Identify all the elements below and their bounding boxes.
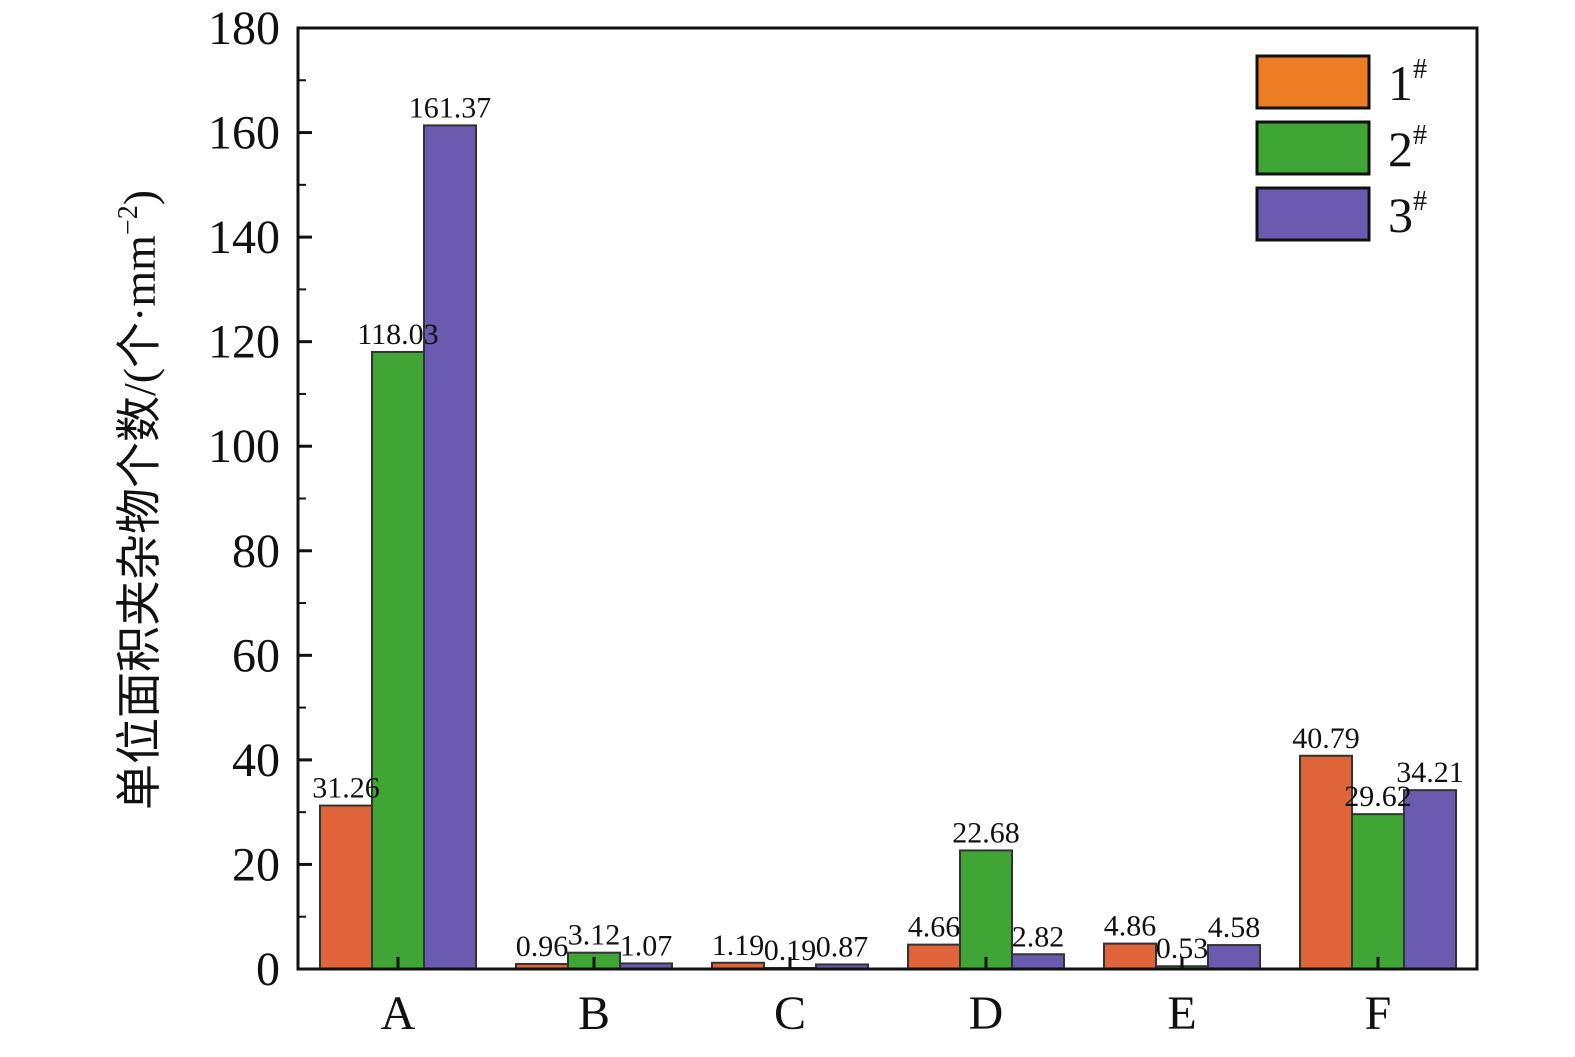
legend-label: 1# [1388, 54, 1427, 111]
bar-A-3 [423, 124, 477, 971]
data-label: 34.21 [1396, 756, 1464, 789]
y-tick-label: 100 [208, 420, 280, 473]
bar-D-2 [959, 849, 1013, 971]
bar-D-1 [907, 943, 961, 970]
y-tick-label: 180 [208, 2, 280, 55]
legend-label-name: 3 [1388, 187, 1413, 243]
bar-A-1 [319, 804, 373, 970]
legend-label: 2# [1388, 120, 1427, 177]
data-label: 40.79 [1292, 722, 1360, 755]
data-label: 2.82 [1012, 920, 1065, 953]
x-tick-label: B [578, 987, 610, 1040]
data-label: 161.37 [409, 91, 492, 124]
y-tick-label: 140 [208, 211, 280, 264]
bars-layer [319, 124, 1457, 971]
bar-F-2 [1351, 813, 1405, 970]
y-tick-label: 80 [232, 525, 280, 578]
y-axis-label-main: 单位面积夹杂物个数/(个·mm [114, 235, 165, 810]
x-tick-label: A [381, 987, 416, 1040]
data-label: 4.58 [1208, 911, 1261, 944]
legend-label-sup: # [1413, 120, 1427, 151]
x-tick-label: C [774, 987, 806, 1040]
bar-D-3 [1011, 953, 1065, 971]
y-tick-label: 120 [208, 316, 280, 369]
y-axis-label: 单位面积夹杂物个数/(个·mm−2) [113, 190, 165, 810]
data-label: 1.07 [620, 929, 673, 962]
bar-E-3 [1207, 944, 1261, 970]
data-label: 22.68 [952, 816, 1020, 849]
x-tick-label: E [1167, 987, 1196, 1040]
legend-label-sup: # [1413, 54, 1427, 85]
bar-A-2 [371, 350, 425, 970]
y-tick-label: 160 [208, 107, 280, 160]
y-tick-label: 60 [232, 629, 280, 682]
data-label: 4.66 [908, 911, 961, 944]
data-label: 0.87 [816, 930, 869, 963]
data-label: 31.26 [312, 772, 380, 805]
bar-E-1 [1103, 942, 1157, 971]
y-tick-label: 0 [256, 943, 280, 996]
x-tick-label: D [969, 987, 1004, 1040]
legend-swatch-2 [1255, 120, 1371, 176]
y-axis: 0 20 40 60 80 100 120 140 160 180 [208, 2, 312, 996]
legend-label-sup: # [1413, 186, 1427, 217]
legend-swatch-3 [1255, 186, 1371, 242]
data-label: 3.12 [568, 919, 621, 952]
data-label: 29.62 [1344, 780, 1412, 813]
data-label: 4.86 [1104, 910, 1157, 943]
data-label: 0.96 [516, 930, 569, 963]
y-tick-label: 40 [232, 734, 280, 787]
legend-swatch-1 [1255, 54, 1371, 110]
x-axis: A B C D E F [381, 957, 1392, 1040]
data-label: 1.19 [712, 929, 765, 962]
data-label: 118.03 [357, 318, 438, 351]
legend: 1#2#3# [1255, 54, 1427, 243]
legend-label: 3# [1388, 186, 1427, 243]
y-axis-label-sup: −2 [113, 205, 144, 235]
y-tick-label: 20 [232, 838, 280, 891]
legend-label-name: 1 [1388, 55, 1413, 111]
y-axis-label-close: ) [114, 190, 165, 205]
x-tick-label: F [1365, 987, 1392, 1040]
legend-label-name: 2 [1388, 121, 1413, 177]
bar-F-3 [1403, 789, 1457, 970]
